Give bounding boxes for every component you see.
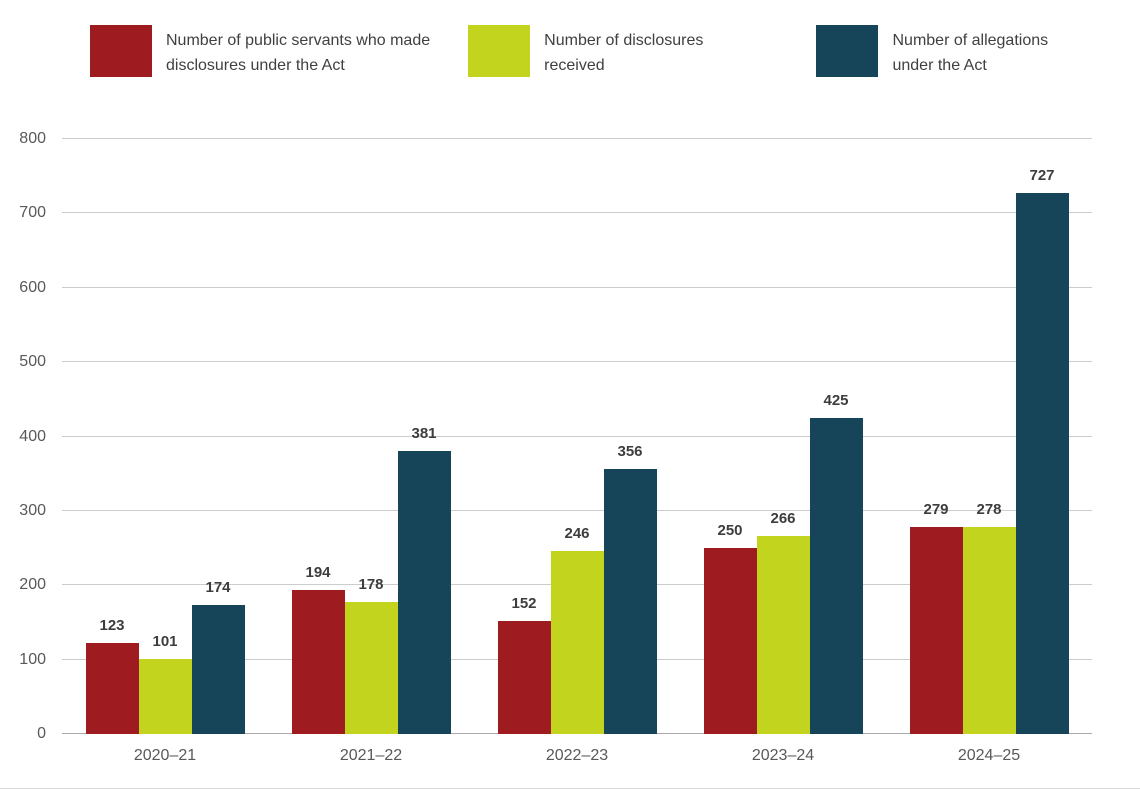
bar-value-label: 246 xyxy=(564,525,590,543)
bar-value-label: 123 xyxy=(99,616,125,634)
y-tick-label: 100 xyxy=(19,650,46,668)
bar-value-label: 425 xyxy=(823,391,849,409)
x-tick-label: 2020–21 xyxy=(133,747,197,764)
legend: Number of public servants who made discl… xyxy=(90,25,1120,83)
gridline xyxy=(62,286,1092,288)
x-tick-label: 2023–24 xyxy=(751,747,815,764)
bar: 279 xyxy=(909,501,963,734)
y-tick-label: 300 xyxy=(19,501,46,519)
legend-item: Number of allegations under the Act xyxy=(816,25,1088,79)
legend-label: Number of public servants who made discl… xyxy=(166,32,431,74)
plot-area: 0 100 200 300 400 500 600 700 800 123 101 174 194 17… xyxy=(0,130,1092,742)
bar: 152 xyxy=(497,595,551,734)
bar: 246 xyxy=(550,525,604,734)
bar-group: 279 278 727 xyxy=(886,139,1092,734)
legend-swatch-icon xyxy=(90,25,152,77)
plot-grid: 123 101 174 194 178 381 152 246 356 250 266 425 279 2… xyxy=(62,138,1092,734)
bar-value-label: 152 xyxy=(511,594,537,612)
bar: 123 xyxy=(85,617,139,734)
bar-value-label: 278 xyxy=(976,501,1002,519)
legend-swatch-icon xyxy=(468,25,531,77)
legend-label: Number of disclosures received xyxy=(544,32,704,74)
legend-item: Number of disclosures received xyxy=(468,25,784,79)
bar: 266 xyxy=(756,510,810,734)
gridline xyxy=(62,212,1092,214)
y-tick-label: 500 xyxy=(19,353,46,371)
bar-value-label: 727 xyxy=(1029,167,1055,185)
bar-value-label: 250 xyxy=(717,522,743,540)
y-tick-label: 0 xyxy=(37,725,46,742)
gridline xyxy=(62,361,1092,363)
bar: 178 xyxy=(344,576,398,734)
bar: 425 xyxy=(809,392,863,734)
y-tick-label: 700 xyxy=(19,204,46,222)
gridline xyxy=(62,138,1092,139)
bar-group: 250 266 425 xyxy=(680,139,886,734)
bar-group: 123 101 174 xyxy=(62,139,268,734)
legend-item: Number of public servants who made discl… xyxy=(90,25,436,79)
bar: 727 xyxy=(1015,167,1069,734)
bar: 278 xyxy=(962,501,1016,734)
bar-value-label: 194 xyxy=(305,563,331,581)
x-tick-label: 2024–25 xyxy=(957,747,1021,764)
bar-value-label: 101 xyxy=(152,632,178,650)
bar-value-label: 178 xyxy=(358,575,384,593)
bar-group: 194 178 381 xyxy=(268,139,474,734)
bar-group: 152 246 356 xyxy=(474,139,680,734)
bar: 381 xyxy=(397,425,451,734)
gridline xyxy=(62,509,1092,511)
gridline xyxy=(62,435,1092,437)
y-tick-label: 800 xyxy=(19,130,46,147)
y-tick-label: 400 xyxy=(19,427,46,445)
x-tick-label: 2021–22 xyxy=(339,747,403,764)
bar-value-label: 356 xyxy=(617,443,643,461)
bar: 356 xyxy=(603,443,657,734)
y-tick-label: 600 xyxy=(19,278,46,296)
bar-value-label: 174 xyxy=(205,578,231,596)
bar: 174 xyxy=(191,579,245,734)
legend-swatch-icon xyxy=(816,25,879,77)
bar-groups: 123 101 174 194 178 381 152 246 356 250 266 425 279 2… xyxy=(62,139,1092,734)
x-axis: 2020–21 2021–22 2022–23 2023–24 2024–25 xyxy=(62,734,1092,765)
bar-value-label: 279 xyxy=(923,500,949,518)
y-tick-label: 200 xyxy=(19,576,46,594)
bar-value-label: 266 xyxy=(770,510,796,528)
y-axis: 0 100 200 300 400 500 600 700 800 xyxy=(0,130,62,742)
bar: 194 xyxy=(291,564,345,734)
legend-label: Number of allegations under the Act xyxy=(892,32,1049,74)
bar-value-label: 381 xyxy=(411,424,437,442)
x-tick-label: 2022–23 xyxy=(545,747,609,764)
bar: 250 xyxy=(703,522,757,734)
bar: 101 xyxy=(138,633,192,734)
